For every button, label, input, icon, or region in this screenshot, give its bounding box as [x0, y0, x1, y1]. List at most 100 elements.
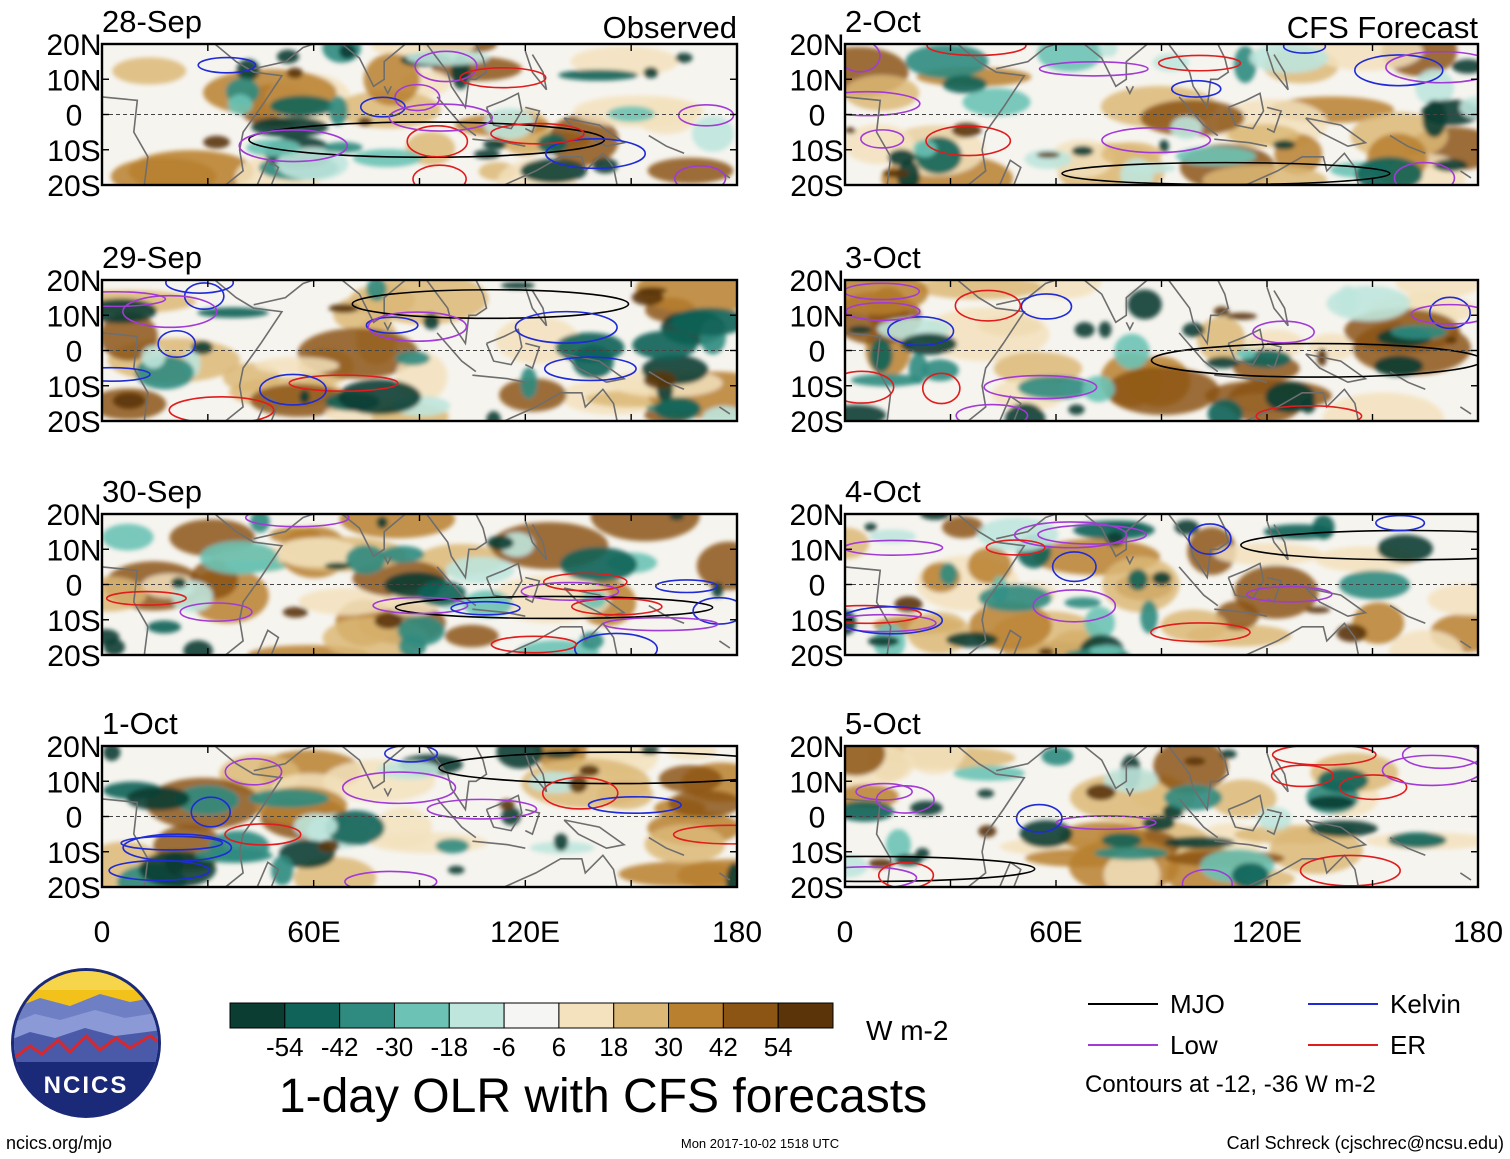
coastline — [383, 85, 393, 96]
lat-label: 0 — [809, 570, 826, 603]
lat-label: 0 — [809, 336, 826, 369]
lat-label: 0 — [809, 100, 826, 133]
kelvin-contour — [1282, 44, 1327, 54]
coastline — [1227, 794, 1265, 832]
lat-label: 10N — [789, 64, 844, 97]
coastline — [503, 854, 618, 887]
kelvin-contour — [102, 366, 151, 382]
low-contour — [983, 374, 1098, 400]
coastline — [253, 44, 314, 70]
low-contour — [224, 757, 283, 786]
colorbar-label: 18 — [599, 1032, 628, 1062]
colorbar-swatch — [503, 1002, 560, 1029]
coastline — [648, 836, 685, 857]
coastline — [214, 44, 284, 185]
lat-label: 10N — [789, 534, 844, 567]
er-contour — [570, 597, 663, 616]
coastline — [503, 622, 618, 655]
low-contour — [1401, 746, 1478, 770]
low-contour — [855, 782, 913, 801]
coastline — [102, 566, 149, 655]
coastline — [253, 514, 314, 540]
colorbar-swatch — [613, 1002, 670, 1029]
er-contour — [925, 125, 1012, 157]
coastline — [485, 794, 523, 832]
lat-label: 10S — [47, 837, 100, 870]
coastline — [256, 629, 280, 655]
kelvin-contour — [573, 632, 659, 655]
coastline — [524, 106, 541, 134]
colorbar-label: -42 — [321, 1032, 359, 1062]
mjo-contour — [351, 288, 630, 320]
er-contour — [406, 125, 469, 158]
kelvin-contour — [1428, 296, 1471, 330]
er-contour — [541, 776, 619, 810]
coastline — [425, 280, 488, 346]
coastline — [383, 555, 393, 566]
er-contour — [921, 372, 961, 405]
coastline — [1305, 117, 1368, 148]
colorbar-swatch — [284, 1002, 341, 1029]
low-contour — [344, 870, 438, 887]
coastline — [1227, 92, 1265, 130]
coastline — [341, 746, 406, 790]
lat-label: 10S — [790, 135, 843, 168]
coastline — [956, 514, 1026, 655]
coastline — [1227, 328, 1265, 366]
coastline — [1214, 138, 1268, 147]
er-contour — [926, 44, 1027, 57]
er-contour — [672, 824, 737, 845]
coastline — [503, 152, 618, 185]
low-contour — [602, 616, 719, 632]
forecast-column: 20N10N010S20S2-Oct20N10N010S20S3-Oct20N1… — [789, 4, 1480, 905]
kelvin-contour — [1170, 79, 1222, 98]
lat-label: 10N — [789, 766, 844, 799]
coastline — [1266, 286, 1289, 327]
panel-date: 4-Oct — [845, 474, 921, 509]
coastline — [214, 280, 284, 421]
lat-label: 10N — [46, 300, 101, 333]
kelvin-contour — [543, 356, 637, 382]
kelvin-contour — [157, 329, 197, 359]
coastline — [256, 395, 280, 421]
kelvin-contour — [845, 606, 944, 635]
lat-label: 20S — [47, 406, 100, 439]
coastline — [485, 92, 523, 130]
coastline — [425, 746, 488, 812]
coastline — [253, 746, 314, 772]
coastline — [1245, 152, 1360, 185]
coastline — [503, 388, 618, 421]
lat-label: 10S — [47, 371, 100, 404]
lat-label: 20N — [46, 265, 101, 298]
coastline — [341, 44, 406, 88]
er-contour — [490, 635, 578, 654]
low-contour — [1385, 50, 1478, 84]
er-contour — [1157, 54, 1242, 72]
coastline — [102, 96, 149, 185]
colorbar-label: 30 — [654, 1032, 683, 1062]
panel-date: 5-Oct — [845, 706, 921, 741]
colorbar-label: -30 — [376, 1032, 414, 1062]
kelvin-contour — [365, 316, 419, 334]
olr-anomaly-field — [102, 746, 737, 887]
lon-label-180: 180 — [1453, 916, 1503, 949]
kelvin-contour — [1354, 54, 1444, 87]
observed-header: Observed — [603, 10, 737, 45]
kelvin-contour — [197, 56, 257, 74]
coastline — [472, 138, 526, 147]
panel-date: 28-Sep — [102, 4, 202, 39]
lon-label-0: 0 — [94, 916, 111, 949]
kelvin-contour — [120, 835, 224, 851]
lat-label: 20N — [789, 731, 844, 764]
legend-label-kelvin: Kelvin — [1390, 989, 1461, 1019]
low-contour — [122, 294, 218, 329]
coastline — [1178, 798, 1219, 839]
coastline — [563, 353, 627, 384]
coastline — [1178, 566, 1219, 607]
coastline — [1083, 44, 1148, 88]
coastline — [1459, 872, 1472, 881]
er-contour — [1271, 746, 1377, 766]
